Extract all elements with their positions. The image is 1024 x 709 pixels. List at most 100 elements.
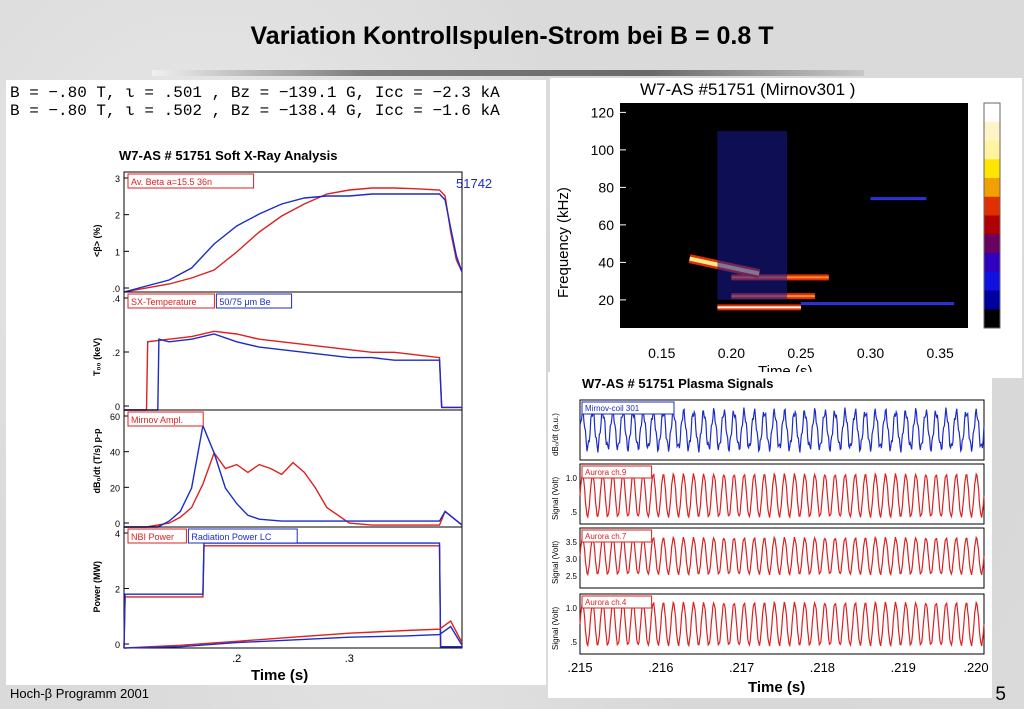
spectrogram-features <box>688 131 955 311</box>
params-line-1: B = −.80 T, ι = .501 , Bz = −139.1 G, Ic… <box>10 84 500 102</box>
spectrogram-image <box>620 103 968 328</box>
series-line <box>123 193 463 293</box>
legend-box <box>127 528 187 544</box>
ytick-label: 4 <box>115 529 120 539</box>
colorbar-swatch <box>984 309 1000 329</box>
colorbar-swatch <box>984 215 1000 235</box>
plasma-signals-figure: W7-AS # 51751 Plasma Signals Time (s) Mi… <box>551 376 989 696</box>
series-line <box>124 330 462 411</box>
signal-ytick-label: 2.5 <box>566 572 578 581</box>
colorbar-swatch <box>984 290 1000 310</box>
subplot-frame <box>123 171 463 293</box>
spec-ytick-label: 60 <box>598 217 614 233</box>
soft-xray-subplots: 3 2 1 .0 <β> (%) Av. Beta a=15.5 36n .4 .2 0 T₀₀ … <box>92 171 463 665</box>
legend-label: Radiation Power LC <box>191 532 272 542</box>
slide-title: Variation Kontrollspulen-Strom bei B = 0… <box>250 22 774 50</box>
broadband-region <box>717 131 788 300</box>
footer-label: Hoch-β Programm 2001 <box>10 686 149 701</box>
colorbar-swatch <box>984 140 1000 160</box>
plasma-signals-title: W7-AS # 51751 Plasma Signals <box>582 376 773 391</box>
signal-xtick-label: .220 <box>963 660 988 675</box>
signal-ytick-label: .5 <box>570 638 577 647</box>
title-divider <box>152 70 864 76</box>
soft-xray-title: W7-AS # 51751 Soft X-Ray Analysis <box>119 148 337 163</box>
ytick-label: .2 <box>112 348 120 358</box>
ytick-label: .0 <box>112 284 120 294</box>
spec-ytick-label: 80 <box>598 179 614 195</box>
signal-xtick-label: .216 <box>648 660 673 675</box>
signal-ytick-label: 3.5 <box>566 538 578 547</box>
series-line <box>124 451 463 528</box>
subplot-frame <box>123 409 463 528</box>
ytick-label: 0 <box>115 640 120 650</box>
signal-ylabel: dB₀/dt (a.u.) <box>551 413 560 456</box>
legend-label: NBI Power <box>131 532 174 542</box>
series-line <box>124 333 462 411</box>
legend-label: Av. Beta a=15.5 36n <box>131 177 212 187</box>
signal-ylabel: Signal (Volt) <box>551 477 560 520</box>
plasma-signals-subplots: Mirnov-coil 301 dB₀/dt (a.u.) Aurora ch.9 S… <box>551 399 989 675</box>
signal-label: Mirnov-coil 301 <box>585 404 640 413</box>
signal-trace <box>579 472 985 519</box>
params-line-2: B = −.80 T, ι = .502 , Bz = −138.4 G, Ic… <box>10 102 500 120</box>
signal-trace <box>579 535 985 577</box>
ytick-label: 0 <box>115 402 120 412</box>
spec-ytick-label: 40 <box>598 254 614 270</box>
spectrogram-panel: W7-AS #51751 (Mirnov301 ) Frequency (kHz… <box>550 78 1022 380</box>
colorbar-swatch <box>984 103 1000 123</box>
spectrogram-title: W7-AS #51751 (Mirnov301 ) <box>640 80 855 99</box>
signal-ytick-label: 1.0 <box>566 604 578 613</box>
signal-xtick-label: .219 <box>891 660 916 675</box>
spec-xtick-label: 0.20 <box>718 345 745 361</box>
shot-compare-label: 51742 <box>456 176 492 191</box>
legend-box <box>215 293 293 309</box>
ytick-label: 40 <box>110 448 120 458</box>
subplot-frame <box>123 526 463 649</box>
ytick-label: 1 <box>115 247 120 257</box>
legend-label: SX-Temperature <box>131 297 197 307</box>
ytick-label: 3 <box>115 174 120 184</box>
signal-xtick-label: .217 <box>729 660 754 675</box>
subplot-ylabel: T₀₀ (keV) <box>92 338 102 376</box>
signal-label-box <box>581 401 675 415</box>
signal-trace <box>579 600 985 648</box>
series-line <box>123 625 463 649</box>
signal-xtick-label: .218 <box>810 660 835 675</box>
ytick-label: .4 <box>112 294 120 304</box>
spectrogram-ylabel: Frequency (kHz) <box>555 187 572 298</box>
xtick-label: .2 <box>232 653 241 665</box>
subplot-ylabel: <β> (%) <box>92 224 102 257</box>
legend-box <box>127 173 255 189</box>
signal-trace <box>579 407 985 454</box>
series-line <box>124 423 463 528</box>
ytick-label: 20 <box>110 483 120 493</box>
legend-box <box>187 528 298 544</box>
legend-box <box>127 293 215 309</box>
colorbar-swatch <box>984 196 1000 216</box>
ytick-label: 60 <box>110 412 120 422</box>
soft-xray-figure: B = −.80 T, ι = .501 , Bz = −139.1 G, Ic… <box>10 84 500 684</box>
page-number: 5 <box>995 684 1006 705</box>
spec-xtick-label: 0.25 <box>787 345 814 361</box>
signal-ytick-label: .5 <box>570 508 577 517</box>
colorbar-swatch <box>984 178 1000 198</box>
signal-xtick-label: .215 <box>567 660 592 675</box>
spectrogram-figure: W7-AS #51751 (Mirnov301 ) Frequency (kHz… <box>555 80 1001 380</box>
legend-label: 50/75 μm Be <box>219 297 270 307</box>
spectrogram-axes: 120 100 80 60 40 20 0.15 0.20 0.25 0.30 0.35 <box>591 104 954 361</box>
signal-label-box <box>581 595 653 609</box>
plasma-signals-panel: W7-AS # 51751 Plasma Signals Time (s) Mi… <box>548 372 992 698</box>
colorbar-swatch <box>984 121 1000 141</box>
colorbar-swatch <box>984 234 1000 254</box>
signal-label-box <box>581 529 653 543</box>
spec-ytick-label: 120 <box>591 104 615 120</box>
spec-ytick-label: 100 <box>591 142 615 158</box>
legend-box <box>127 411 204 427</box>
signal-ytick-label: 3.0 <box>566 555 578 564</box>
spectrogram-colorbar <box>983 102 1001 329</box>
colorbar-frame <box>983 102 1001 329</box>
colorbar-swatch <box>984 271 1000 291</box>
signal-label-box <box>581 465 653 479</box>
colorbar-swatch <box>984 253 1000 273</box>
colorbar-swatch <box>984 159 1000 179</box>
